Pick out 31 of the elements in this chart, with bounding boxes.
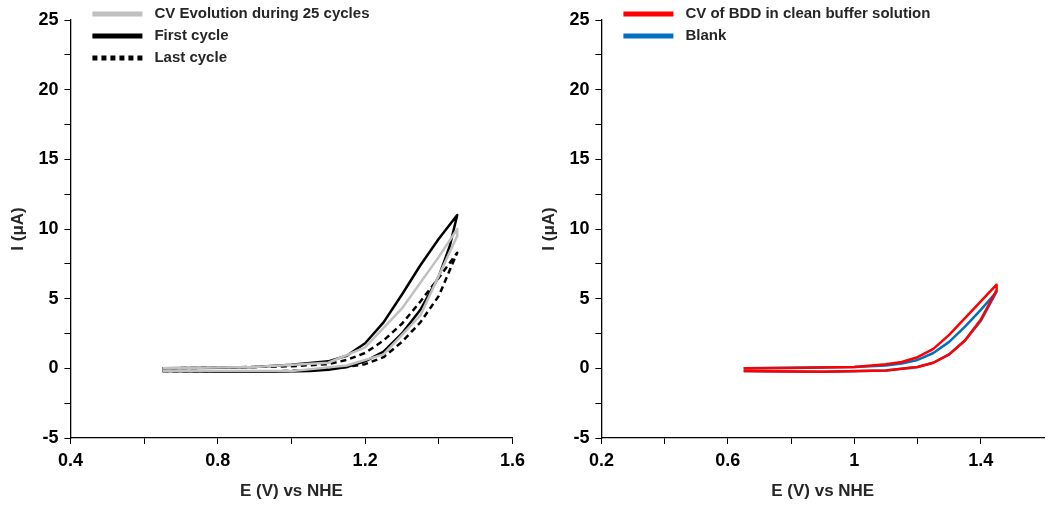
- x-tick-label: 0.8: [205, 449, 231, 470]
- y-tick-label: 5: [48, 287, 59, 308]
- y-axis-title: I (μA): [7, 207, 27, 251]
- y-tick-label: 10: [569, 217, 590, 238]
- y-tick-label: 15: [569, 148, 590, 169]
- y-tick-label: 5: [579, 287, 590, 308]
- x-tick-label: 1.6: [499, 449, 525, 470]
- legend-label: Blank: [685, 26, 727, 44]
- x-axis-title: E (V) vs NHE: [239, 481, 343, 501]
- x-tick-label: 0.2: [588, 449, 614, 470]
- y-tick-label: -5: [42, 426, 59, 447]
- y-tick-label: -5: [573, 426, 590, 447]
- legend-label: Last cycle: [154, 48, 227, 66]
- y-tick-label: 0: [48, 357, 59, 378]
- x-tick-label: 0.4: [57, 449, 83, 470]
- legend-label: CV of BDD in clean buffer solution: [685, 4, 931, 22]
- y-tick-label: 20: [38, 78, 59, 99]
- y-tick-label: 0: [579, 357, 590, 378]
- x-tick-label: 1: [849, 449, 860, 470]
- y-tick-label: 25: [38, 8, 59, 29]
- y-tick-label: 25: [569, 8, 590, 29]
- x-tick-label: 1.4: [968, 449, 994, 470]
- x-axis-title: E (V) vs NHE: [771, 481, 875, 501]
- y-tick-label: 15: [38, 148, 59, 169]
- y-tick-label: 20: [569, 78, 590, 99]
- x-tick-label: 1.2: [352, 449, 378, 470]
- legend-label: CV Evolution during 25 cycles: [154, 4, 370, 22]
- y-axis-title: I (μA): [538, 207, 558, 251]
- x-tick-label: 0.6: [715, 449, 741, 470]
- legend-label: First cycle: [154, 26, 229, 44]
- y-tick-label: 10: [38, 217, 59, 238]
